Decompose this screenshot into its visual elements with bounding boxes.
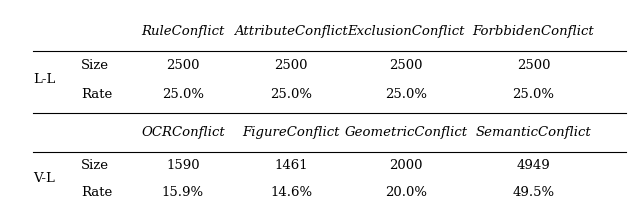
Text: ExclusionConflict: ExclusionConflict	[348, 25, 465, 37]
Text: 25.0%: 25.0%	[385, 88, 427, 101]
Text: 1590: 1590	[166, 158, 200, 171]
Text: OCRConflict: OCRConflict	[141, 125, 225, 138]
Text: V-L: V-L	[33, 172, 55, 185]
Text: FigureConflict: FigureConflict	[243, 125, 340, 138]
Text: 15.9%: 15.9%	[162, 185, 204, 198]
Text: 2500: 2500	[516, 59, 550, 72]
Text: 25.0%: 25.0%	[270, 88, 312, 101]
Text: Rate: Rate	[81, 88, 112, 101]
Text: 20.0%: 20.0%	[385, 185, 427, 198]
Text: 2500: 2500	[275, 59, 308, 72]
Text: 49.5%: 49.5%	[513, 185, 554, 198]
Text: GeometricConflict: GeometricConflict	[344, 125, 468, 138]
Text: 2500: 2500	[166, 59, 200, 72]
Text: Rate: Rate	[81, 185, 112, 198]
Text: 1461: 1461	[275, 158, 308, 171]
Text: L-L: L-L	[33, 72, 56, 85]
Text: ForbbidenConflict: ForbbidenConflict	[472, 25, 595, 37]
Text: AttributeConflict: AttributeConflict	[234, 25, 348, 37]
Text: SemanticConflict: SemanticConflict	[476, 125, 591, 138]
Text: 4949: 4949	[516, 158, 550, 171]
Text: Size: Size	[81, 158, 109, 171]
Text: 25.0%: 25.0%	[513, 88, 554, 101]
Text: RuleConflict: RuleConflict	[141, 25, 225, 37]
Text: 2000: 2000	[389, 158, 423, 171]
Text: 2500: 2500	[389, 59, 423, 72]
Text: 25.0%: 25.0%	[162, 88, 204, 101]
Text: Size: Size	[81, 59, 109, 72]
Text: 14.6%: 14.6%	[270, 185, 312, 198]
